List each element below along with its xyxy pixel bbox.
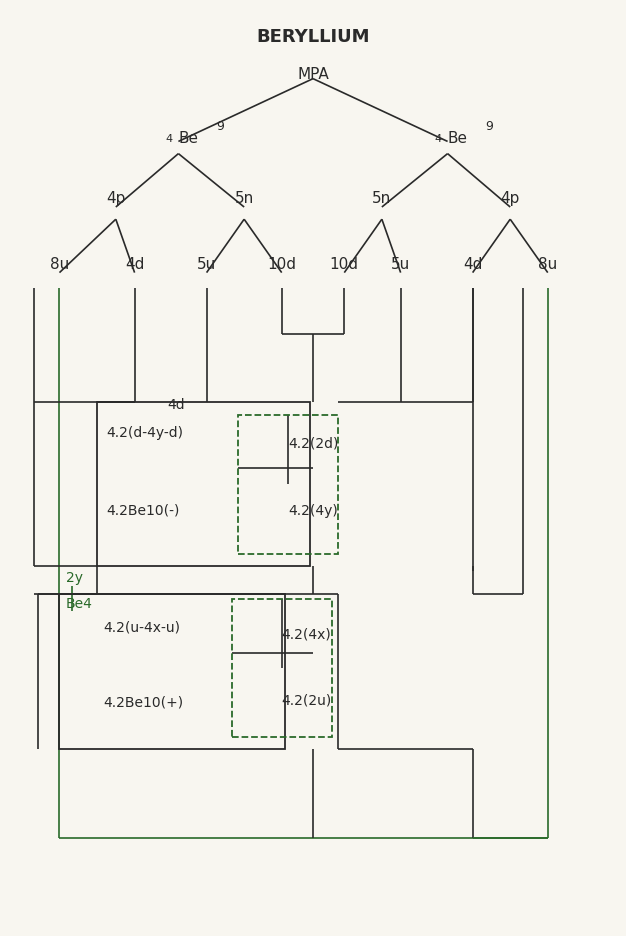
- Text: Be: Be: [448, 131, 468, 146]
- Text: 4.2(4x): 4.2(4x): [282, 627, 331, 640]
- Text: 10d: 10d: [330, 256, 359, 271]
- Text: 4.2Be10(+): 4.2Be10(+): [103, 695, 183, 709]
- Text: 4d: 4d: [463, 256, 482, 271]
- Text: 9: 9: [485, 120, 493, 133]
- Text: MPA: MPA: [297, 67, 329, 82]
- Bar: [59, 594, 285, 749]
- Text: 4p: 4p: [501, 191, 520, 206]
- Text: 4: 4: [165, 134, 172, 144]
- Text: 9: 9: [216, 120, 224, 133]
- Text: 4p: 4p: [106, 191, 125, 206]
- Text: Be4: Be4: [66, 597, 93, 610]
- Text: 8u: 8u: [50, 256, 69, 271]
- Text: 8u: 8u: [538, 256, 557, 271]
- Bar: [232, 599, 332, 738]
- Text: 5u: 5u: [391, 256, 410, 271]
- Text: 10d: 10d: [267, 256, 296, 271]
- Bar: [238, 416, 338, 554]
- Text: 4.2(d-4y-d): 4.2(d-4y-d): [106, 426, 183, 439]
- Bar: [97, 402, 310, 566]
- Text: 4: 4: [434, 134, 441, 144]
- Text: BERYLLIUM: BERYLLIUM: [256, 28, 370, 47]
- Text: 4.2(4y): 4.2(4y): [288, 504, 337, 517]
- Text: Be: Be: [178, 131, 198, 146]
- Text: 2y: 2y: [66, 571, 83, 584]
- Text: 4d: 4d: [168, 398, 185, 411]
- Text: 4.2(2d): 4.2(2d): [288, 436, 338, 449]
- Text: 4d: 4d: [125, 256, 144, 271]
- Text: 5u: 5u: [197, 256, 216, 271]
- Text: 4.2(u-4x-u): 4.2(u-4x-u): [103, 621, 180, 634]
- Text: 5n: 5n: [235, 191, 254, 206]
- Text: 4.2(2u): 4.2(2u): [282, 694, 332, 707]
- Text: 5n: 5n: [372, 191, 391, 206]
- Text: 4.2Be10(-): 4.2Be10(-): [106, 504, 180, 517]
